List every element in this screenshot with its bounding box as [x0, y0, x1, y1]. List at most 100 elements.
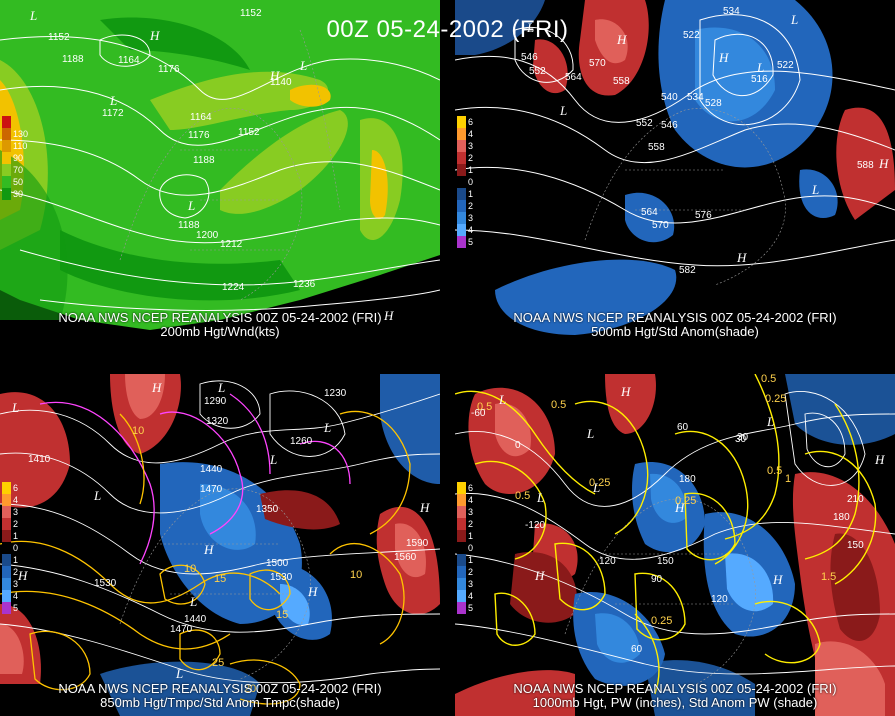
svg-text:H: H	[772, 572, 783, 587]
contour-label: 1320	[206, 416, 229, 427]
svg-text:H: H	[151, 380, 162, 395]
panel-500mb: H L L H L L L H H 534 522 546 564 552 57…	[455, 0, 895, 345]
svg-text:H: H	[874, 452, 885, 467]
legend-label: 5	[468, 603, 474, 613]
svg-text:H: H	[616, 32, 627, 47]
svg-text:H: H	[203, 542, 214, 557]
caption-1000mb-line2: 1000mb Hgt, PW (inches), Std Anom PW (sh…	[532, 695, 818, 710]
legend-swatch	[457, 542, 466, 554]
legend-label: 1	[13, 555, 19, 565]
legend-swatch	[457, 200, 466, 212]
contour-label: 1236	[293, 279, 316, 290]
svg-text:L: L	[11, 400, 19, 415]
legend-swatch	[2, 482, 11, 494]
contour-label: 1410	[28, 454, 51, 465]
legend-label: 4	[468, 591, 474, 601]
legend-label: 30	[13, 189, 24, 199]
svg-text:L: L	[109, 93, 117, 108]
pw-label: 0.5	[761, 374, 776, 385]
pw-label: 0.5	[767, 465, 782, 477]
contour-label: 534	[723, 6, 740, 17]
contour-label: 1140	[270, 77, 292, 88]
legend-label: 6	[13, 483, 19, 493]
legend-label: 1	[468, 189, 474, 199]
pw-label: 0.25	[651, 615, 672, 627]
legend-label: 4	[13, 495, 19, 505]
legend-label: 0	[13, 543, 19, 553]
legend-label: 4	[13, 591, 19, 601]
legend-swatch	[457, 494, 466, 506]
temp-label: 20	[244, 683, 256, 695]
legend-label: 5	[468, 237, 474, 247]
panel-850mb: L H L L L L H H L H H L 1290 1320 1410 1…	[0, 374, 440, 716]
caption-500mb-line2: 500mb Hgt/Std Anom(shade)	[591, 324, 759, 339]
legend-swatch	[457, 152, 466, 164]
svg-text:L: L	[217, 380, 225, 395]
svg-text:H: H	[718, 50, 729, 65]
legend-swatch	[2, 542, 11, 554]
legend-swatch	[457, 554, 466, 566]
legend-swatch	[457, 566, 466, 578]
legend-label: 0	[468, 177, 474, 187]
temp-label: 10	[132, 425, 144, 437]
contour-label: 558	[613, 76, 630, 87]
legend-1000mb: 6 4 3 2 1 0 1 2 3 4 5	[457, 482, 489, 614]
contour-label: 522	[777, 60, 794, 71]
svg-text:H: H	[736, 250, 747, 265]
legend-swatch	[2, 554, 11, 566]
contour-label: 552	[636, 118, 653, 129]
contour-label: 1188	[193, 155, 215, 166]
legend-label: 110	[13, 141, 28, 151]
svg-text:L: L	[323, 420, 331, 435]
contour-label: 546	[661, 120, 678, 131]
legend-swatch	[457, 188, 466, 200]
contour-label: 1470	[200, 484, 223, 495]
legend-label: 90	[13, 153, 24, 163]
svg-text:H: H	[534, 568, 545, 583]
contour-label: 564	[565, 72, 582, 83]
svg-text:H: H	[878, 156, 889, 171]
contour-label: 1176	[158, 64, 180, 75]
pw-label: 1	[785, 473, 791, 485]
contour-label: 1164	[118, 55, 140, 66]
legend-label: 3	[468, 141, 474, 151]
svg-text:L: L	[536, 490, 544, 505]
svg-text:L: L	[299, 58, 307, 73]
legend-swatch	[457, 518, 466, 530]
svg-text:L: L	[93, 488, 101, 503]
legend-swatch	[2, 602, 11, 614]
contour-label: 1560	[394, 552, 417, 563]
legend-swatch	[457, 176, 466, 188]
legend-label: 1	[13, 531, 19, 541]
contour-label: 180	[679, 474, 696, 485]
contour-label: 1530	[270, 572, 293, 583]
legend-swatch	[457, 140, 466, 152]
contour-label: 120	[599, 556, 616, 567]
contour-label: 528	[705, 98, 722, 109]
svg-text:L: L	[189, 594, 197, 609]
svg-text:H: H	[269, 68, 280, 83]
contour-label: 1350	[256, 504, 279, 515]
contour-label: 1152	[238, 127, 260, 138]
legend-swatch	[2, 164, 11, 176]
contour-label: 0	[515, 440, 521, 451]
temp-label: 25	[212, 657, 224, 669]
legend-label: 0	[468, 543, 474, 553]
svg-text:H: H	[17, 568, 28, 583]
contour-label: 1152	[240, 8, 262, 19]
main-title: 00Z 05-24-2002 (FRI)	[326, 16, 569, 43]
svg-text:H: H	[620, 384, 631, 399]
contour-label: 558	[648, 142, 665, 153]
temp-label: 15	[276, 609, 288, 621]
contour-label: 1188	[62, 54, 84, 65]
svg-text:L: L	[756, 60, 764, 75]
svg-text:H: H	[419, 500, 430, 515]
contour-label: 1224	[222, 282, 245, 293]
legend-label: 70	[13, 165, 24, 175]
contour-label: 588	[857, 160, 874, 171]
contour-label: 546	[521, 52, 538, 63]
svg-text:H: H	[383, 308, 394, 323]
contour-label: 60	[631, 644, 643, 655]
legend-swatch	[457, 212, 466, 224]
legend-swatch	[2, 518, 11, 530]
